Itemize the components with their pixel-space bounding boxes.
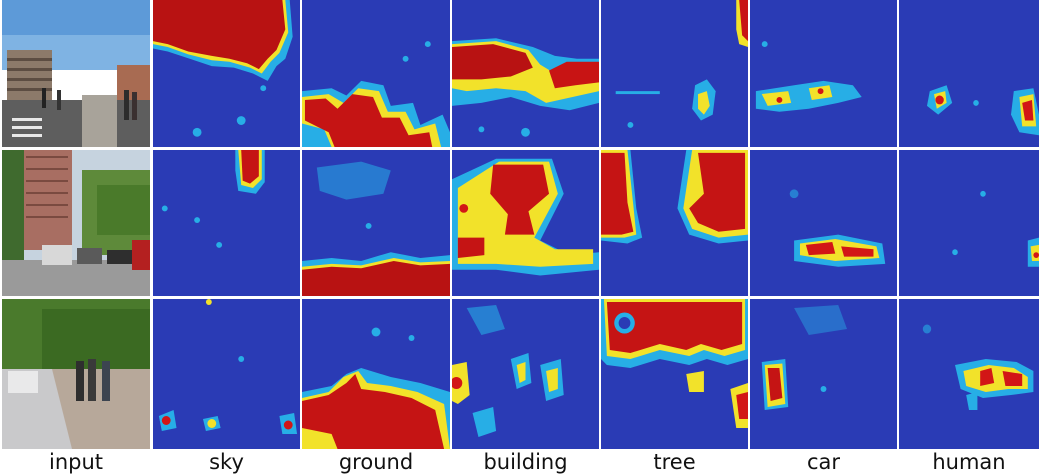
column-label-input: input — [48, 450, 104, 474]
heatmap-car-row2 — [750, 150, 897, 296]
heatmap-human-row2 — [899, 150, 1039, 296]
heatmap-ground-row1 — [302, 0, 450, 147]
heatmap-grid — [2, 0, 1039, 449]
column-label-sky: sky — [209, 450, 244, 474]
heatmap-tree-row3 — [601, 299, 748, 449]
heatmap-sky-row3 — [153, 299, 300, 449]
heatmap-sky-row1 — [153, 0, 300, 147]
heatmap-building-row1 — [452, 0, 599, 147]
column-label-tree: tree — [653, 450, 696, 474]
heatmap-ground-row2 — [302, 150, 450, 296]
heatmap-ground-row3 — [302, 299, 450, 449]
column-label-ground: ground — [338, 450, 414, 474]
heatmap-car-row1 — [750, 0, 897, 147]
heatmap-tree-row1 — [601, 0, 748, 147]
heatmap-tree-row2 — [601, 150, 748, 296]
heatmap-sky-row2 — [153, 150, 300, 296]
heatmap-building-row3 — [452, 299, 599, 449]
heatmap-building-row2 — [452, 150, 599, 296]
column-label-car: car — [806, 450, 841, 474]
input-image-row2 — [2, 150, 150, 296]
column-label-building: building — [483, 450, 568, 474]
heatmap-human-row3 — [899, 299, 1039, 449]
column-label-human: human — [932, 450, 1006, 474]
input-image-row3 — [2, 299, 150, 449]
input-image-row1 — [2, 0, 150, 147]
heatmap-car-row3 — [750, 299, 897, 449]
heatmap-human-row1 — [899, 0, 1039, 147]
